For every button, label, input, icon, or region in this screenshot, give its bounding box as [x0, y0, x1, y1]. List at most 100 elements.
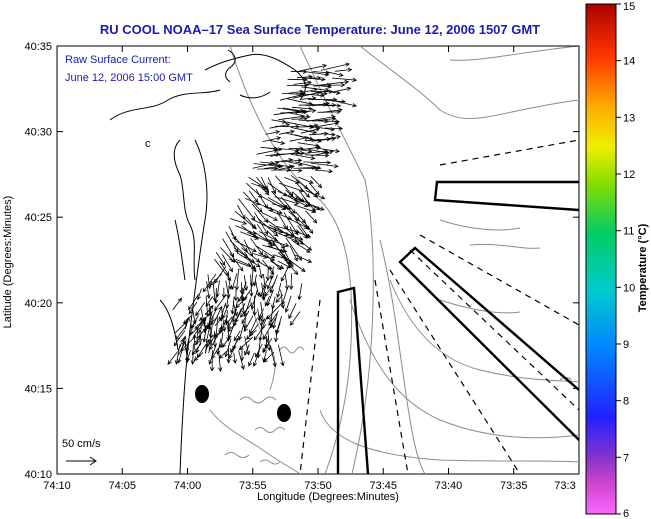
current-vector [253, 324, 267, 341]
current-vector [269, 224, 295, 238]
current-vector [308, 182, 320, 196]
current-vector [289, 273, 294, 291]
current-vector [224, 338, 232, 358]
current-vector [282, 231, 304, 241]
current-vector [221, 310, 227, 332]
current-vector [264, 295, 270, 307]
current-vector [290, 153, 316, 161]
current-vector [230, 334, 242, 353]
current-vector [278, 129, 295, 135]
current-vector [229, 218, 248, 225]
current-vector [227, 321, 236, 340]
current-vector [286, 168, 303, 173]
current-vector [289, 245, 298, 262]
current-vector [301, 145, 322, 151]
current-vector [230, 296, 235, 315]
current-vector [218, 350, 228, 360]
scale-label: 50 cm/s [62, 438, 101, 450]
current-vector [331, 77, 358, 83]
colorbar-label: Temperature (°C) [637, 223, 649, 312]
current-vector [216, 338, 222, 355]
current-vector [252, 161, 280, 169]
current-vector [276, 151, 306, 156]
current-vector [238, 198, 256, 221]
current-vector [193, 352, 204, 362]
current-vector [185, 349, 191, 363]
current-vector [281, 288, 288, 306]
current-vector [266, 303, 282, 320]
current-vector [206, 324, 212, 343]
current-vector [262, 259, 275, 276]
current-vector [202, 273, 217, 293]
current-vector [238, 350, 245, 370]
current-vector [189, 322, 195, 336]
current-vector [233, 289, 239, 302]
current-vector [196, 288, 202, 301]
y-axis-label: Latitude (Degrees:Minutes) [2, 196, 14, 329]
current-vector [276, 282, 282, 299]
current-vector [215, 251, 226, 266]
current-vector [232, 352, 237, 364]
current-vector [274, 330, 279, 343]
current-vector [282, 247, 294, 268]
current-vector [297, 142, 320, 148]
current-vector [305, 190, 326, 200]
colorbar-tick-label: 8 [623, 396, 629, 408]
current-vector [177, 338, 184, 352]
current-vector [249, 318, 257, 335]
y-tick-label: 40:20 [24, 298, 52, 310]
colorbar-tick-label: 10 [623, 282, 635, 294]
colorbar-tick-label: 6 [623, 508, 629, 519]
current-vector [228, 345, 236, 359]
current-vector [297, 283, 303, 301]
current-vector [245, 198, 261, 206]
current-vector [258, 184, 270, 196]
current-vector [248, 352, 255, 367]
current-vector [259, 280, 268, 298]
current-vector [173, 330, 186, 347]
current-vector [315, 169, 334, 174]
current-vector [245, 329, 257, 340]
current-vector [234, 268, 240, 291]
current-vector [172, 297, 183, 311]
coast-label-mark: c [145, 138, 151, 150]
current-vector [188, 326, 199, 337]
current-vector [312, 101, 331, 107]
colorbar-tick-label: 15 [623, 1, 635, 13]
current-vector [280, 289, 285, 309]
current-vector [294, 254, 313, 263]
x-tick-label: 74:00 [174, 480, 202, 492]
current-vector [303, 160, 332, 165]
current-vector [209, 350, 215, 372]
current-vector [242, 316, 248, 329]
colorbar-tick-label: 13 [623, 112, 635, 124]
current-vector [240, 231, 260, 240]
current-vector [334, 67, 353, 73]
current-vector [237, 291, 245, 303]
x-tick-label: 74:10 [43, 480, 71, 492]
current-vector [264, 205, 283, 214]
current-vector [175, 324, 188, 341]
current-vector [256, 148, 279, 155]
current-vectors [167, 62, 358, 372]
current-vector [261, 287, 266, 301]
colorbar-tick-label: 12 [623, 169, 635, 181]
current-vector [220, 315, 228, 333]
current-vector [227, 322, 237, 333]
current-vector [207, 274, 212, 290]
current-vector [321, 107, 343, 113]
current-vector [287, 195, 309, 208]
current-vector [219, 331, 224, 349]
current-vector [248, 259, 257, 273]
current-vector [329, 82, 346, 88]
current-vector [316, 121, 340, 128]
current-vector [330, 86, 352, 93]
current-vector [178, 340, 186, 356]
current-vector [206, 281, 211, 300]
current-vector [235, 240, 257, 252]
current-vector [258, 218, 279, 237]
current-vector [274, 196, 300, 205]
y-tick-label: 40:10 [24, 469, 52, 481]
current-vector [192, 333, 197, 350]
current-vector [177, 350, 183, 364]
